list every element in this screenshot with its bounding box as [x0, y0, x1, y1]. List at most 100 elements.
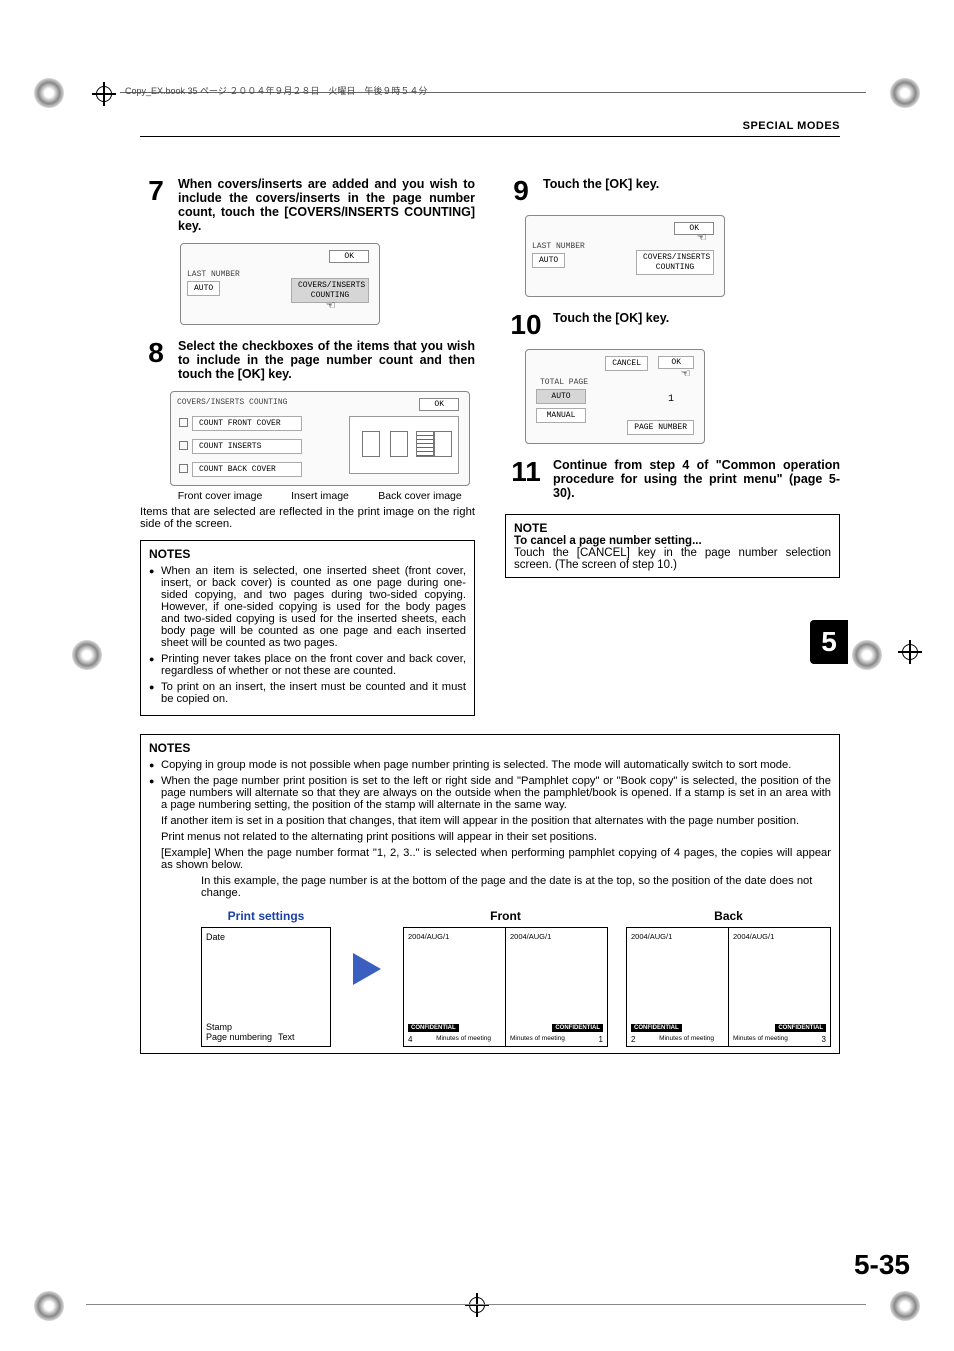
front-spread: 2004/AUG/1 CONFIDENTIAL Minutes of meeti…	[403, 927, 608, 1047]
manual-button[interactable]: MANUAL	[536, 408, 586, 423]
crop-ring-icon	[890, 1291, 920, 1321]
right-column: 9 Touch the [OK] key. OK ☜ LAST NUMBER A…	[505, 177, 840, 716]
checkbox[interactable]	[179, 418, 188, 427]
count-back-cover-option[interactable]: COUNT BACK COVER	[192, 462, 302, 477]
caption-front: Front cover image	[170, 490, 270, 502]
total-page-label: TOTAL PAGE	[532, 378, 698, 387]
example-diagram: Print settings Date Stamp Page numbering…	[201, 909, 831, 1047]
screenshot-step8: COVERS/INSERTS COUNTING OK COUNT FRONT C…	[170, 391, 470, 486]
registration-mark-icon	[465, 1293, 489, 1317]
print-settings-box: Date Stamp Page numbering Text	[201, 927, 331, 1047]
page-number: 5-35	[854, 1249, 910, 1281]
checkbox[interactable]	[179, 441, 188, 450]
step-11: 11 Continue from step 4 of "Common opera…	[505, 458, 840, 500]
crop-ring-icon	[34, 78, 64, 108]
notes-heading: NOTES	[149, 547, 466, 561]
ok-button[interactable]: OK	[419, 398, 459, 411]
minutes-label: Minutes of meeting	[733, 1035, 816, 1042]
date-label: Date	[206, 932, 326, 942]
preview-pane	[349, 416, 459, 474]
ok-button[interactable]: OK	[674, 222, 714, 235]
note-body: Touch the [CANCEL] key in the page numbe…	[514, 547, 831, 571]
pagenum-label: Page numbering	[206, 1032, 272, 1042]
registration-mark-icon	[92, 82, 116, 106]
back-cover-icon	[434, 431, 452, 457]
note-item: Copying in group mode is not possible wh…	[149, 759, 831, 771]
date-value: 2004/AUG/1	[733, 932, 826, 941]
front-cover-icon	[362, 431, 380, 457]
screenshot-step10: CANCEL OK ☜ TOTAL PAGE AUTO 1 MANUAL PAG…	[525, 349, 705, 444]
page-number-button[interactable]: PAGE NUMBER	[627, 420, 694, 435]
value-one: 1	[668, 394, 674, 405]
back-spread: 2004/AUG/1 CONFIDENTIAL Minutes of meeti…	[626, 927, 831, 1047]
step-number: 9	[505, 177, 537, 205]
source-file-header: Copy_EX.book 35 ページ ２００４年９月２８日 火曜日 午後９時５…	[125, 84, 427, 97]
caption-insert: Insert image	[270, 490, 370, 502]
confidential-stamp: CONFIDENTIAL	[552, 1024, 603, 1032]
right-note-box: NOTE To cancel a page number setting... …	[505, 514, 840, 578]
count-inserts-option[interactable]: COUNT INSERTS	[192, 439, 302, 454]
note-item: When the page number print position is s…	[149, 775, 831, 811]
notes-heading: NOTES	[149, 741, 831, 755]
step-10: 10 Touch the [OK] key.	[505, 311, 840, 339]
crop-ring-icon	[890, 78, 920, 108]
note-line: If another item is set in a position tha…	[149, 815, 831, 827]
chapter-tab: 5	[810, 620, 848, 664]
caption-back: Back cover image	[370, 490, 470, 502]
arrow-right-icon	[353, 953, 381, 985]
crop-ring-icon	[34, 1291, 64, 1321]
step-number: 11	[505, 458, 547, 500]
note-line: Print menus not related to the alternati…	[149, 831, 831, 843]
screenshot-step9: OK ☜ LAST NUMBER AUTO COVERS/INSERTS COU…	[525, 215, 725, 297]
step-number: 8	[140, 339, 172, 381]
left-column: 7 When covers/inserts are added and you …	[140, 177, 475, 716]
note-item: When an item is selected, one inserted s…	[149, 565, 466, 649]
screenshot-step7: OK LAST NUMBER AUTO COVERS/INSERTS COUNT…	[180, 243, 380, 325]
confidential-stamp: CONFIDENTIAL	[408, 1024, 459, 1032]
step-title: Select the checkboxes of the items that …	[178, 339, 475, 381]
date-value: 2004/AUG/1	[510, 932, 603, 941]
step-title: Touch the [OK] key.	[543, 177, 840, 191]
minutes-label: Minutes of meeting	[510, 1035, 593, 1042]
checkbox[interactable]	[179, 464, 188, 473]
confidential-stamp: CONFIDENTIAL	[631, 1024, 682, 1032]
step-title: Continue from step 4 of "Common operatio…	[553, 458, 840, 500]
pointer-hand-icon: ☜	[327, 298, 335, 315]
pointer-hand-icon: ☜	[682, 366, 690, 383]
page-num: 4	[408, 1035, 412, 1044]
step-title: Touch the [OK] key.	[553, 311, 840, 325]
covers-inserts-counting-button[interactable]: COVERS/INSERTS COUNTING	[636, 250, 714, 275]
step-9: 9 Touch the [OK] key.	[505, 177, 840, 205]
date-value: 2004/AUG/1	[408, 932, 501, 941]
print-settings-head: Print settings	[201, 909, 331, 923]
example-intro: [Example] When the page number format "1…	[149, 847, 831, 871]
ok-button[interactable]: OK	[329, 250, 369, 263]
page-num: 2	[631, 1035, 635, 1044]
step-8: 8 Select the checkboxes of the items tha…	[140, 339, 475, 381]
insert-page-icon	[390, 431, 408, 457]
example-note: In this example, the page number is at t…	[201, 875, 831, 899]
note-subheading: To cancel a page number setting...	[514, 535, 831, 547]
note-item: To print on an insert, the insert must b…	[149, 681, 466, 705]
left-notes-box: NOTES When an item is selected, one inse…	[140, 540, 475, 716]
registration-mark-icon	[898, 640, 922, 664]
page-num: 3	[822, 1035, 826, 1044]
step-title: When covers/inserts are added and you wi…	[178, 177, 475, 233]
page-num: 1	[599, 1035, 603, 1044]
cancel-button[interactable]: CANCEL	[605, 356, 648, 371]
auto-button[interactable]: AUTO	[187, 281, 220, 296]
auto-button[interactable]: AUTO	[532, 253, 565, 268]
front-head: Front	[403, 909, 608, 923]
step8-note: Items that are selected are reflected in…	[140, 506, 475, 530]
pointer-hand-icon: ☜	[698, 230, 706, 247]
note-item: Printing never takes place on the front …	[149, 653, 466, 677]
auto-button[interactable]: AUTO	[536, 389, 586, 404]
bottom-notes-box: NOTES Copying in group mode is not possi…	[140, 734, 840, 1054]
stamp-label: Stamp	[206, 1022, 295, 1032]
minutes-label: Minutes of meeting	[631, 1035, 714, 1042]
step-number: 10	[505, 311, 547, 339]
count-front-cover-option[interactable]: COUNT FRONT COVER	[192, 416, 302, 431]
page-content: SPECIAL MODES 7 When covers/inserts are …	[140, 120, 840, 1054]
back-head: Back	[626, 909, 831, 923]
footer-rule	[86, 1304, 866, 1305]
